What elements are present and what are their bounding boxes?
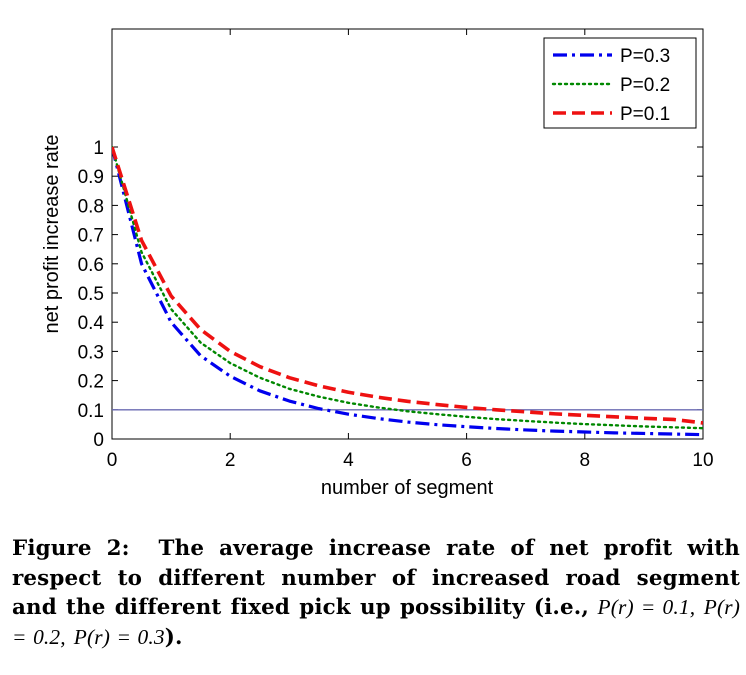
x-axis-label: number of segment xyxy=(321,477,494,499)
x-tick-label: 6 xyxy=(461,450,472,471)
x-tick-label: 4 xyxy=(343,450,354,471)
y-tick-label: 0.8 xyxy=(78,196,104,217)
x-tick-label: 2 xyxy=(225,450,236,471)
caption-math-1: P(r) = 0.1, xyxy=(597,595,696,619)
y-tick-label: 0.6 xyxy=(78,255,104,276)
y-tick-label: 0.1 xyxy=(78,401,104,422)
y-tick-label: 0.3 xyxy=(78,342,104,363)
caption-math-2: P(r) = 0.2, xyxy=(12,595,740,649)
series-layer xyxy=(112,145,703,437)
legend-label: P=0.1 xyxy=(620,104,670,125)
y-tick-label: 0.7 xyxy=(78,226,104,247)
y-tick-label: 0.5 xyxy=(78,284,104,305)
series-line-p-0-1 xyxy=(112,146,703,425)
figure-caption: Figure 2: The average increase rate of n… xyxy=(12,534,740,652)
caption-text: The average increase rate of net profit … xyxy=(12,536,740,620)
x-tick-label: 0 xyxy=(107,450,118,471)
y-tick-label: 0.2 xyxy=(78,372,104,393)
caption-label: Figure 2: xyxy=(12,536,130,561)
x-tick-label: 10 xyxy=(692,450,713,471)
series-line-p-0-3 xyxy=(112,146,703,437)
y-tick-label: 0 xyxy=(93,430,104,451)
y-tick-label: 0.4 xyxy=(78,313,105,334)
y-axis-label: net profit increase rate xyxy=(41,135,63,334)
line-chart: 0 2 4 6 8 10 0 0.1 0.2 0.3 0.4 0.5 0.6 0.7 0.8 0.9 1 num… xyxy=(41,28,714,499)
legend-label: P=0.3 xyxy=(620,46,670,67)
caption-math-3: P(r) = 0.3 xyxy=(73,624,165,649)
x-tick-label: 8 xyxy=(580,450,591,471)
caption-end: ). xyxy=(164,624,183,650)
series-line-p-0-2 xyxy=(112,145,703,430)
y-tick-label: 1 xyxy=(93,138,104,159)
legend-box xyxy=(543,37,697,129)
legend-label: P=0.2 xyxy=(620,75,670,96)
legend: P=0.3 P=0.2 P=0.1 xyxy=(543,37,697,129)
y-tick-label: 0.9 xyxy=(78,167,104,188)
